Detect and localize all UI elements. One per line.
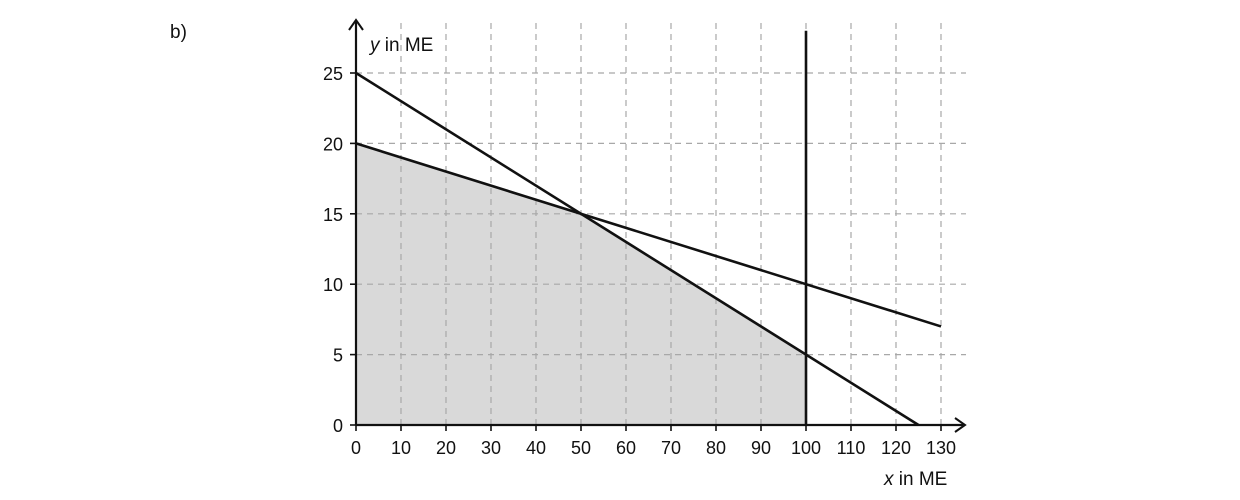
y-tick-label: 10 — [323, 275, 343, 295]
x-tick-label: 20 — [436, 438, 456, 458]
x-tick-label: 40 — [526, 438, 546, 458]
x-axis-variable: x — [883, 469, 895, 490]
x-tick-label: 100 — [791, 438, 821, 458]
y-tick-label: 20 — [323, 134, 343, 154]
x-tick-label: 30 — [481, 438, 501, 458]
y-axis-unit: in ME — [380, 35, 434, 56]
y-tick-label: 25 — [323, 64, 343, 84]
x-tick-label: 80 — [706, 438, 726, 458]
x-tick-label: 0 — [351, 438, 361, 458]
tick-labels-layer: 0 10 20 30 40 50 60 70 80 90 100 110 120 130 0 5 10 15 20 2… — [323, 64, 956, 458]
y-axis-label: y in ME — [368, 35, 433, 56]
x-tick-label: 110 — [837, 438, 866, 458]
axes-layer — [348, 18, 967, 433]
y-tick-label: 5 — [333, 346, 343, 366]
y-axis-variable: y — [368, 35, 381, 56]
constraint-line-2 — [355, 142, 942, 328]
constraint-lines-layer — [355, 30, 942, 427]
part-label: b) — [170, 22, 187, 43]
y-axis-arrow — [348, 18, 364, 31]
y-tick-label: 0 — [333, 416, 343, 436]
x-tick-label: 90 — [751, 438, 771, 458]
x-tick-label: 50 — [571, 438, 591, 458]
x-tick-label: 10 — [391, 438, 411, 458]
x-tick-label: 120 — [881, 438, 911, 458]
x-axis-arrow — [954, 417, 967, 433]
x-axis-unit: in ME — [894, 469, 948, 490]
constraint-line-1 — [355, 71, 920, 427]
x-tick-label: 70 — [661, 438, 681, 458]
x-tick-label: 60 — [616, 438, 636, 458]
y-tick-label: 15 — [323, 205, 343, 225]
x-axis-label: x in ME — [883, 469, 947, 490]
x-tick-label: 130 — [926, 438, 956, 458]
